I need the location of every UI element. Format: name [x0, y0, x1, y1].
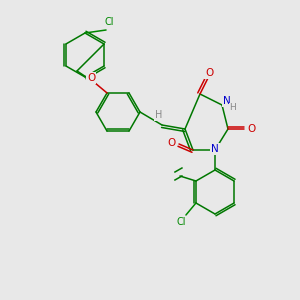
Text: O: O	[205, 68, 213, 78]
Text: H: H	[155, 110, 163, 120]
Text: O: O	[168, 138, 176, 148]
Text: Cl: Cl	[104, 17, 114, 27]
Text: H: H	[230, 103, 236, 112]
Text: N: N	[223, 96, 231, 106]
Text: O: O	[87, 73, 95, 83]
Text: N: N	[211, 144, 219, 154]
Text: Cl: Cl	[176, 217, 186, 227]
Text: O: O	[247, 124, 255, 134]
